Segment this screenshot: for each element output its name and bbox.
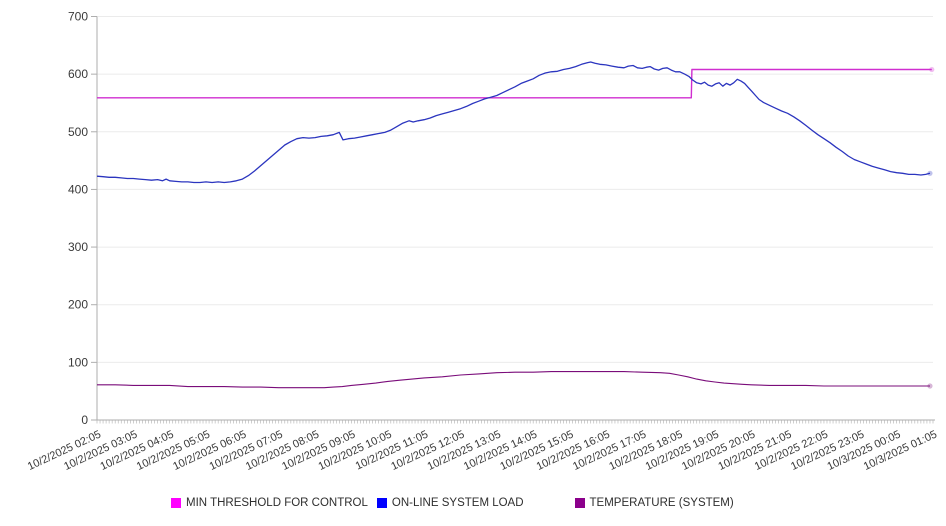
svg-text:0: 0 bbox=[81, 413, 88, 427]
legend-item-temperature-system[interactable]: TEMPERATURE (SYSTEM) bbox=[574, 497, 734, 509]
legend-label: ON-LINE SYSTEM LOAD bbox=[391, 497, 524, 509]
svg-text:200: 200 bbox=[68, 298, 88, 312]
x-axis-minor-ticks bbox=[96, 420, 934, 424]
series-end-marker-0 bbox=[929, 66, 935, 73]
svg-text:300: 300 bbox=[68, 240, 88, 254]
y-axis-tick-labels: 0 100 200 300 400 500 600 700 bbox=[68, 10, 88, 428]
axes bbox=[96, 16, 935, 421]
legend-item-min-threshold-for-control[interactable]: MIN THRESHOLD FOR CONTROL bbox=[171, 497, 368, 509]
y-gridlines bbox=[91, 16, 933, 421]
svg-text:100: 100 bbox=[68, 355, 88, 369]
svg-text:700: 700 bbox=[68, 10, 88, 24]
legend-swatch-system-load-icon bbox=[376, 498, 387, 508]
series-end-marker-1 bbox=[927, 170, 933, 176]
legend-swatch-min-threshold-icon bbox=[171, 498, 181, 508]
series-line-1 bbox=[96, 61, 931, 184]
series-line-0 bbox=[97, 68, 932, 99]
series-line-2 bbox=[97, 371, 930, 389]
legend-swatch-temperature-icon bbox=[574, 498, 585, 508]
legend-label: MIN THRESHOLD FOR CONTROL bbox=[186, 497, 368, 509]
svg-text:400: 400 bbox=[68, 182, 88, 196]
svg-text:500: 500 bbox=[68, 125, 88, 139]
svg-text:600: 600 bbox=[68, 67, 88, 81]
chart-legend: MIN THRESHOLD FOR CONTROL ON-LINE SYSTEM… bbox=[0, 497, 946, 509]
series-end-marker-2 bbox=[927, 383, 933, 389]
legend-item-online-system-load[interactable]: ON-LINE SYSTEM LOAD bbox=[376, 497, 524, 509]
legend-label: TEMPERATURE (SYSTEM) bbox=[589, 497, 734, 509]
